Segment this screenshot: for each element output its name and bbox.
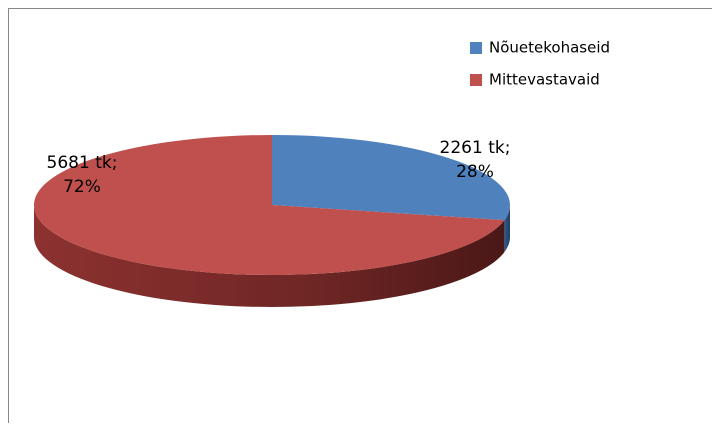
data-label-line: 72% — [63, 177, 101, 197]
legend-label: Mittevastavaid — [489, 71, 600, 89]
data-label-line: 28% — [456, 162, 494, 182]
legend-swatch — [470, 74, 482, 86]
legend-label: Nõuetekohaseid — [489, 39, 610, 57]
legend-swatch — [470, 42, 482, 54]
data-label-line: 2261 tk; — [440, 138, 511, 158]
data-label-line: 5681 tk; — [47, 153, 118, 173]
